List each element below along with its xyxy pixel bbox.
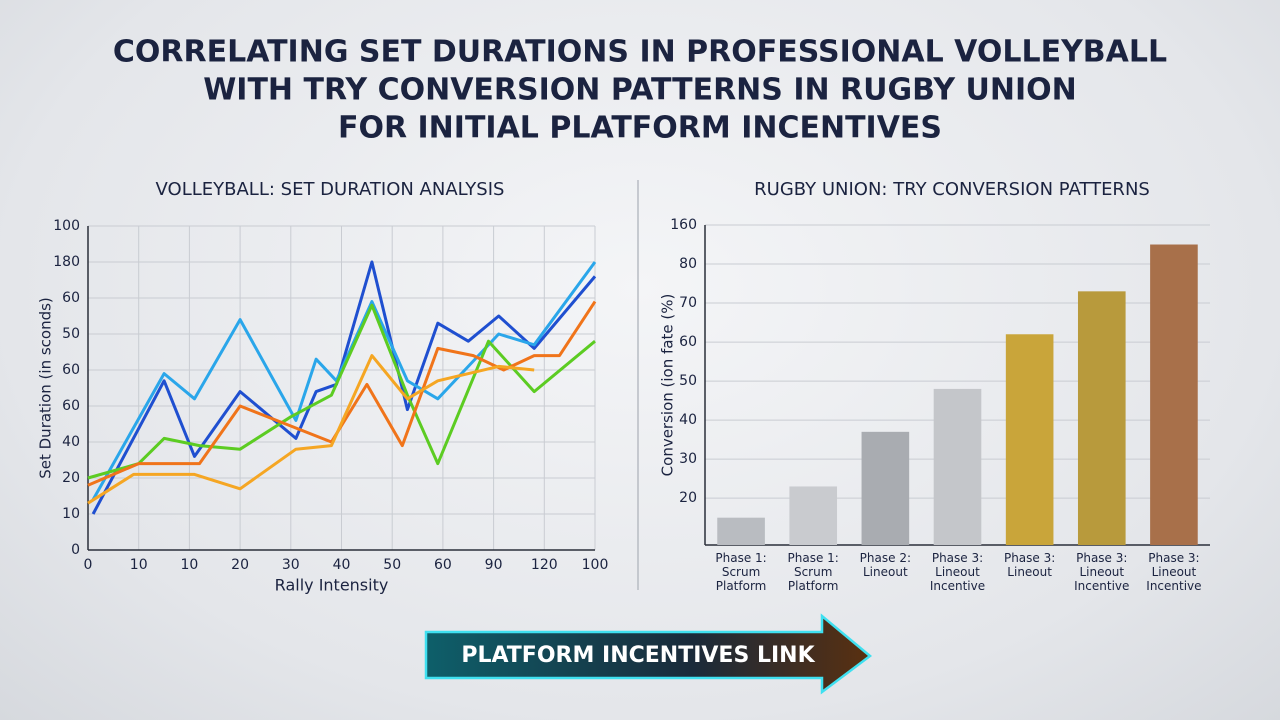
y-tick-label: 180 xyxy=(53,254,80,270)
y-axis-label: Set Duration (in sconds) xyxy=(37,297,55,479)
y-tick-label: 80 xyxy=(679,256,697,272)
y-tick-label: 60 xyxy=(62,398,80,414)
x-tick-label: Phase 3: Lineout xyxy=(1003,551,1056,579)
x-tick-label: Phase 1: Scrum Platform xyxy=(715,551,767,593)
y-tick-label: 50 xyxy=(679,373,697,389)
y-tick-label: 20 xyxy=(62,470,80,486)
y-tick-label: 40 xyxy=(679,412,697,428)
x-axis-label: Rally Intensity xyxy=(275,576,389,595)
x-tick-label: 10 xyxy=(130,557,148,573)
chart-title: VOLLEYBALL: SET DURATION ANALYSIS xyxy=(156,179,505,200)
bar xyxy=(789,486,838,545)
button-arrow[interactable] xyxy=(424,613,873,695)
y-tick-label: 30 xyxy=(679,451,697,467)
y-tick-label: 70 xyxy=(679,295,697,311)
y-tick-label: 50 xyxy=(62,326,80,342)
y-tick-label: 60 xyxy=(62,362,80,378)
y-tick-label: 160 xyxy=(670,217,697,233)
x-tick-label: 10 xyxy=(180,557,198,573)
y-tick-label: 20 xyxy=(679,490,697,506)
x-tick-label: Phase 1: Scrum Platform xyxy=(787,551,839,593)
bar xyxy=(717,517,765,545)
bar xyxy=(1077,291,1126,545)
bar xyxy=(933,388,982,545)
x-tick-label: 30 xyxy=(282,557,300,573)
x-tick-label: 100 xyxy=(582,557,609,573)
button-label[interactable]: PLATFORM INCENTIVES LINK xyxy=(461,643,815,668)
y-tick-label: 60 xyxy=(679,334,697,350)
page-title-line: FOR INITIAL PLATFORM INCENTIVES xyxy=(338,111,942,146)
x-tick-label: Phase 2: Lineout xyxy=(859,551,911,579)
y-tick-label: 60 xyxy=(62,290,80,306)
y-tick-label: 0 xyxy=(71,542,80,558)
y-tick-label: 40 xyxy=(62,434,80,450)
x-tick-label: Phase 3: Lineout Incentive xyxy=(1074,551,1130,593)
series-line xyxy=(87,354,535,505)
bar xyxy=(861,431,910,545)
page-title-line: CORRELATING SET DURATIONS IN PROFESSIONA… xyxy=(113,35,1167,70)
x-tick-label: Phase 3: Lineout Incentive xyxy=(1146,551,1202,593)
x-tick-label: 120 xyxy=(531,557,558,573)
series-line xyxy=(87,303,596,480)
bar xyxy=(1005,334,1054,545)
x-tick-label: 60 xyxy=(434,557,452,573)
chart-title: RUGBY UNION: TRY CONVERSION PATTERNS xyxy=(754,179,1150,200)
x-tick-label: 0 xyxy=(84,557,93,573)
y-tick-label: 10 xyxy=(62,506,80,522)
x-tick-label: 50 xyxy=(383,557,401,573)
series-line xyxy=(87,300,597,487)
bar xyxy=(1150,244,1198,545)
series-line xyxy=(91,260,597,515)
page-title-line: WITH TRY CONVERSION PATTERNS IN RUGBY UN… xyxy=(203,73,1077,108)
x-tick-label: 40 xyxy=(333,557,351,573)
y-axis-label: Conversion (ion fate (%) xyxy=(659,294,677,477)
x-tick-label: 20 xyxy=(231,557,249,573)
x-tick-label: Phase 3: Lineout Incentive xyxy=(929,551,986,593)
link-button[interactable]: PLATFORM INCENTIVES LINK xyxy=(424,613,873,695)
x-tick-label: 90 xyxy=(485,557,503,573)
y-tick-label: 100 xyxy=(53,218,80,234)
